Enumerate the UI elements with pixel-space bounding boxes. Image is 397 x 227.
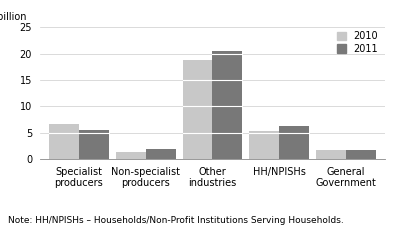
Bar xyxy=(212,52,242,159)
Text: Note: HH/NPISHs – Households/Non-Profit Institutions Serving Households.: Note: HH/NPISHs – Households/Non-Profit … xyxy=(8,216,344,225)
Bar xyxy=(49,124,79,159)
Legend: 2010, 2011: 2010, 2011 xyxy=(335,30,380,56)
Bar xyxy=(316,150,346,159)
Bar xyxy=(79,131,109,159)
Bar xyxy=(249,131,279,159)
Bar xyxy=(116,152,146,159)
Bar xyxy=(146,149,175,159)
Bar xyxy=(183,60,212,159)
Text: $billion: $billion xyxy=(0,12,27,22)
Bar xyxy=(346,151,376,159)
Bar xyxy=(279,126,309,159)
